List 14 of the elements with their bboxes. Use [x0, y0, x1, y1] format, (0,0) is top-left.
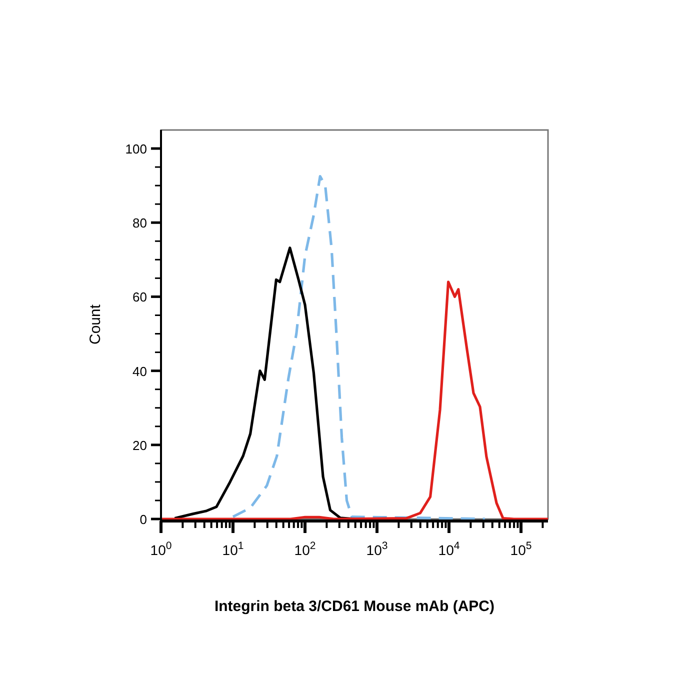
y-tick-label: 20: [132, 438, 147, 453]
x-tick-label: 10$^{0}$: [150, 540, 172, 558]
x-tick-label: 10$^{4}$: [438, 540, 460, 558]
y-tick-label: 80: [132, 216, 147, 231]
y-axis-title: Count: [87, 304, 104, 345]
y-tick-label: 0: [140, 512, 147, 527]
y-tick-label: 60: [132, 290, 147, 305]
x-tick-label: 10$^{5}$: [510, 540, 532, 558]
x-tick-label: 10$^{2}$: [294, 540, 316, 558]
x-tick-label: 10$^{3}$: [366, 540, 388, 558]
y-tick-label: 40: [132, 364, 147, 379]
y-tick-label: 100: [125, 142, 147, 157]
x-tick-label: 10$^{1}$: [222, 540, 244, 558]
x-axis-title: Integrin beta 3/CD61 Mouse mAb (APC): [214, 598, 495, 615]
